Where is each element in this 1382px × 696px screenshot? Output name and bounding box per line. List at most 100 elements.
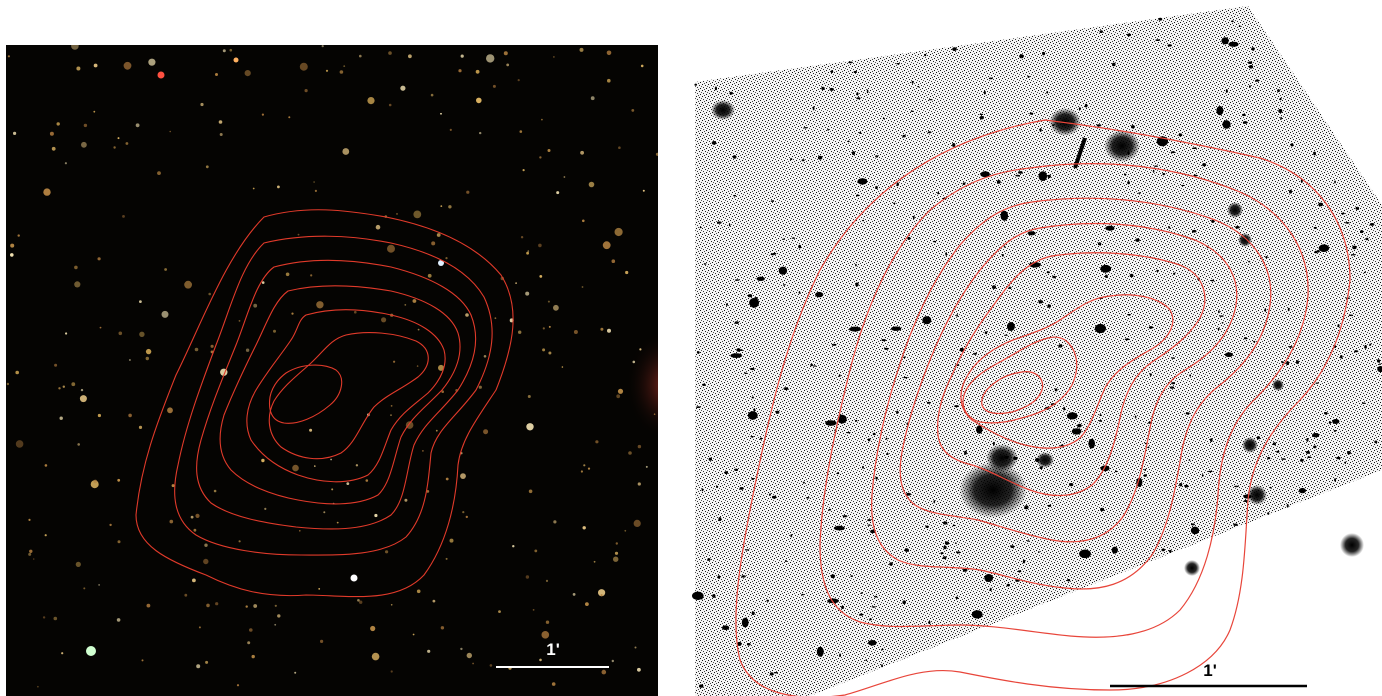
star bbox=[506, 63, 510, 67]
star bbox=[109, 523, 112, 527]
galaxy bbox=[1027, 231, 1036, 236]
star bbox=[492, 84, 496, 88]
galaxy bbox=[1114, 470, 1118, 473]
star bbox=[336, 521, 339, 524]
star bbox=[357, 599, 360, 602]
galaxy bbox=[1001, 254, 1004, 257]
star bbox=[247, 641, 251, 645]
galaxy bbox=[955, 596, 959, 600]
galaxy bbox=[867, 438, 871, 442]
galaxy bbox=[1046, 271, 1050, 274]
galaxy bbox=[1318, 202, 1323, 207]
star bbox=[573, 330, 578, 334]
star bbox=[294, 671, 297, 674]
star bbox=[190, 515, 194, 519]
galaxy bbox=[732, 155, 737, 159]
galaxy bbox=[1298, 487, 1306, 494]
galaxy bbox=[1281, 361, 1284, 364]
galaxy bbox=[980, 171, 990, 178]
galaxy bbox=[1217, 327, 1220, 331]
star bbox=[321, 45, 324, 48]
star bbox=[81, 141, 87, 148]
star bbox=[297, 233, 300, 236]
galaxy bbox=[1066, 412, 1078, 420]
star bbox=[404, 498, 408, 502]
galaxy bbox=[850, 575, 854, 577]
galaxy bbox=[1192, 147, 1197, 149]
star bbox=[462, 511, 465, 514]
galaxy bbox=[1127, 33, 1131, 37]
star bbox=[139, 331, 145, 337]
star bbox=[58, 387, 61, 390]
star bbox=[299, 530, 301, 532]
star bbox=[556, 191, 560, 195]
galaxy bbox=[890, 326, 902, 331]
galaxy bbox=[1352, 245, 1357, 250]
galaxy bbox=[859, 613, 864, 616]
galaxy bbox=[1201, 474, 1204, 477]
contour-level-8 bbox=[981, 371, 1044, 415]
star bbox=[148, 58, 156, 66]
galaxy bbox=[952, 524, 956, 527]
star bbox=[304, 89, 308, 93]
galaxy bbox=[1006, 322, 1015, 331]
star bbox=[44, 534, 47, 537]
galaxy bbox=[1324, 412, 1328, 415]
star bbox=[633, 519, 641, 527]
galaxy bbox=[1171, 382, 1175, 385]
galaxy bbox=[729, 91, 733, 95]
galaxy bbox=[885, 437, 888, 440]
star bbox=[113, 146, 116, 149]
galaxy bbox=[926, 401, 931, 404]
star bbox=[522, 169, 525, 172]
galaxy bbox=[1333, 430, 1337, 432]
star bbox=[371, 652, 380, 661]
galaxy bbox=[937, 191, 940, 195]
galaxy bbox=[751, 477, 755, 480]
star bbox=[634, 646, 637, 649]
star bbox=[525, 575, 530, 579]
star bbox=[517, 79, 520, 82]
galaxy bbox=[711, 141, 717, 145]
galaxy bbox=[1099, 30, 1103, 33]
star bbox=[553, 520, 557, 524]
galaxy bbox=[884, 347, 889, 350]
galaxy bbox=[1193, 174, 1198, 177]
star bbox=[526, 251, 529, 255]
galaxy bbox=[996, 180, 1001, 184]
star bbox=[582, 526, 586, 530]
star bbox=[343, 65, 346, 67]
star bbox=[553, 56, 555, 58]
star bbox=[412, 633, 415, 636]
galaxy bbox=[1124, 338, 1130, 341]
star bbox=[28, 552, 32, 556]
galaxy bbox=[848, 61, 853, 64]
galaxy bbox=[770, 200, 775, 202]
galaxy bbox=[801, 159, 805, 162]
star bbox=[206, 603, 210, 608]
galaxy bbox=[1190, 526, 1200, 535]
star bbox=[65, 332, 68, 335]
galaxy bbox=[1341, 212, 1345, 215]
galaxy bbox=[881, 339, 886, 342]
galaxy bbox=[1286, 361, 1290, 366]
galaxy bbox=[1287, 307, 1290, 312]
star bbox=[253, 303, 258, 308]
galaxy bbox=[1305, 450, 1310, 454]
galaxy bbox=[798, 244, 802, 249]
star bbox=[215, 73, 218, 76]
galaxy bbox=[696, 406, 701, 408]
galaxy bbox=[1355, 206, 1360, 210]
galaxy bbox=[1105, 225, 1115, 231]
galaxy bbox=[1017, 570, 1022, 573]
star bbox=[74, 265, 78, 270]
galaxy bbox=[1224, 352, 1233, 358]
star bbox=[354, 310, 357, 314]
galaxy bbox=[759, 437, 763, 440]
scale-bar-label: 1' bbox=[1203, 661, 1217, 680]
galaxy bbox=[1276, 450, 1280, 453]
galaxy bbox=[917, 86, 920, 88]
galaxy bbox=[867, 524, 871, 526]
galaxy bbox=[846, 432, 851, 434]
galaxy bbox=[701, 488, 704, 492]
